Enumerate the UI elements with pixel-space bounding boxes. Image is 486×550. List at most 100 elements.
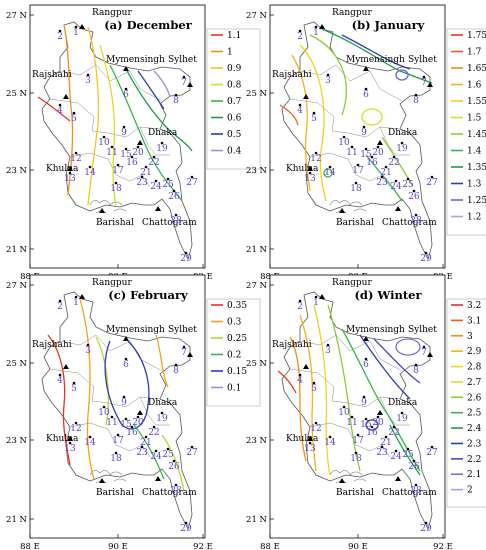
legend-value: 0.15 xyxy=(227,367,247,377)
station-marker xyxy=(160,141,164,145)
legend-value: 1.6 xyxy=(467,81,482,91)
station-marker xyxy=(136,415,140,419)
legend-value: 0.3 xyxy=(227,318,242,328)
division-boundary xyxy=(309,152,357,176)
station-number: 10 xyxy=(338,408,350,418)
legend-value: 2.3 xyxy=(467,439,482,449)
station-number: 28 xyxy=(410,486,422,496)
station-marker xyxy=(414,483,418,487)
lat-label: 23 N xyxy=(6,166,28,176)
lat-label: 23 N xyxy=(6,436,28,446)
legend-box xyxy=(206,28,261,170)
station-number: 27 xyxy=(426,448,438,458)
contour-line xyxy=(389,424,421,476)
panel-title: (c) February xyxy=(108,288,188,302)
station-number: 22 xyxy=(388,428,399,438)
station-number: 7 xyxy=(421,78,427,88)
station-number: 2 xyxy=(57,302,63,312)
legend-value: 0.2 xyxy=(227,351,241,361)
station-marker xyxy=(354,451,358,455)
station-number: 1 xyxy=(73,298,79,308)
contour-line xyxy=(87,26,100,206)
station-number: 16 xyxy=(126,428,138,438)
division-center-marker xyxy=(67,166,73,171)
station-number: 11 xyxy=(346,418,357,428)
station-number: 4 xyxy=(57,106,63,116)
city-label: Barishal xyxy=(336,488,374,498)
station-number: 1 xyxy=(73,28,79,38)
station-number: 20 xyxy=(372,148,384,158)
station-number: 25 xyxy=(162,180,174,190)
station-marker xyxy=(328,435,332,439)
station-number: 28 xyxy=(410,216,422,226)
city-label: Chattogram xyxy=(142,218,197,228)
contour-line xyxy=(395,338,421,356)
station-marker xyxy=(152,425,156,429)
station-marker xyxy=(392,425,396,429)
station-number: 10 xyxy=(338,138,350,148)
legend-value: 1.7 xyxy=(467,48,482,58)
contour-line xyxy=(161,434,185,492)
station-marker xyxy=(172,459,176,463)
legend-value: 2 xyxy=(467,486,473,496)
legend-value: 1.45 xyxy=(467,130,486,140)
station-number: 12 xyxy=(70,424,81,434)
division-center-marker xyxy=(307,436,313,441)
contour-line xyxy=(361,108,383,126)
panel-december: 27 N25 N23 N21 N88 E90 E92 ERangpurRajsh… xyxy=(6,4,261,282)
station-number: 11 xyxy=(106,418,117,428)
contour-line xyxy=(95,336,109,426)
lat-label: 25 N xyxy=(6,89,28,99)
legend-value: 3.2 xyxy=(467,301,481,311)
station-number: 25 xyxy=(402,180,414,190)
division-boundary xyxy=(335,334,371,352)
station-marker xyxy=(298,373,302,377)
station-marker xyxy=(312,381,316,385)
station-number: 28 xyxy=(170,216,182,226)
station-number: 11 xyxy=(106,148,117,158)
station-number: 13 xyxy=(64,444,76,454)
station-marker xyxy=(182,75,186,79)
station-marker xyxy=(166,177,170,181)
station-marker xyxy=(364,417,368,421)
station-number: 22 xyxy=(148,158,159,168)
station-number: 8 xyxy=(413,96,419,106)
contour-line xyxy=(155,334,169,388)
station-number: 6 xyxy=(123,90,129,100)
station-marker xyxy=(412,459,416,463)
station-number: 17 xyxy=(352,436,364,446)
station-number: 14 xyxy=(324,168,336,178)
division-boundary xyxy=(129,70,163,102)
station-marker xyxy=(140,175,144,179)
city-label: Khulna xyxy=(286,164,319,174)
contour-line xyxy=(137,70,165,110)
station-number: 6 xyxy=(363,360,369,370)
legend-value: 1.2 xyxy=(467,213,481,223)
legend-value: 2.5 xyxy=(467,409,482,419)
division-boundary xyxy=(91,126,161,138)
station-marker xyxy=(88,435,92,439)
city-label: Dhaka xyxy=(148,128,178,138)
station-number: 7 xyxy=(181,348,187,358)
division-center-marker xyxy=(427,82,433,87)
station-marker xyxy=(384,165,388,169)
station-marker xyxy=(326,343,330,347)
station-marker xyxy=(314,421,318,425)
station-number: 3 xyxy=(325,76,331,86)
division-boundary xyxy=(379,126,410,156)
station-number: 23 xyxy=(136,178,148,188)
station-marker xyxy=(86,343,90,347)
city-label: Dhaka xyxy=(148,398,178,408)
station-number: 14 xyxy=(324,438,336,448)
legend-value: 2.7 xyxy=(467,378,482,388)
contour-line xyxy=(365,419,379,431)
station-marker xyxy=(298,29,302,33)
station-number: 29 xyxy=(420,254,432,264)
division-boundary xyxy=(115,174,151,188)
contour-line xyxy=(153,70,171,98)
station-number: 21 xyxy=(380,438,391,448)
division-center-marker xyxy=(377,140,383,145)
station-number: 24 xyxy=(150,182,162,192)
station-marker xyxy=(314,25,318,29)
lat-label: 25 N xyxy=(6,359,28,369)
